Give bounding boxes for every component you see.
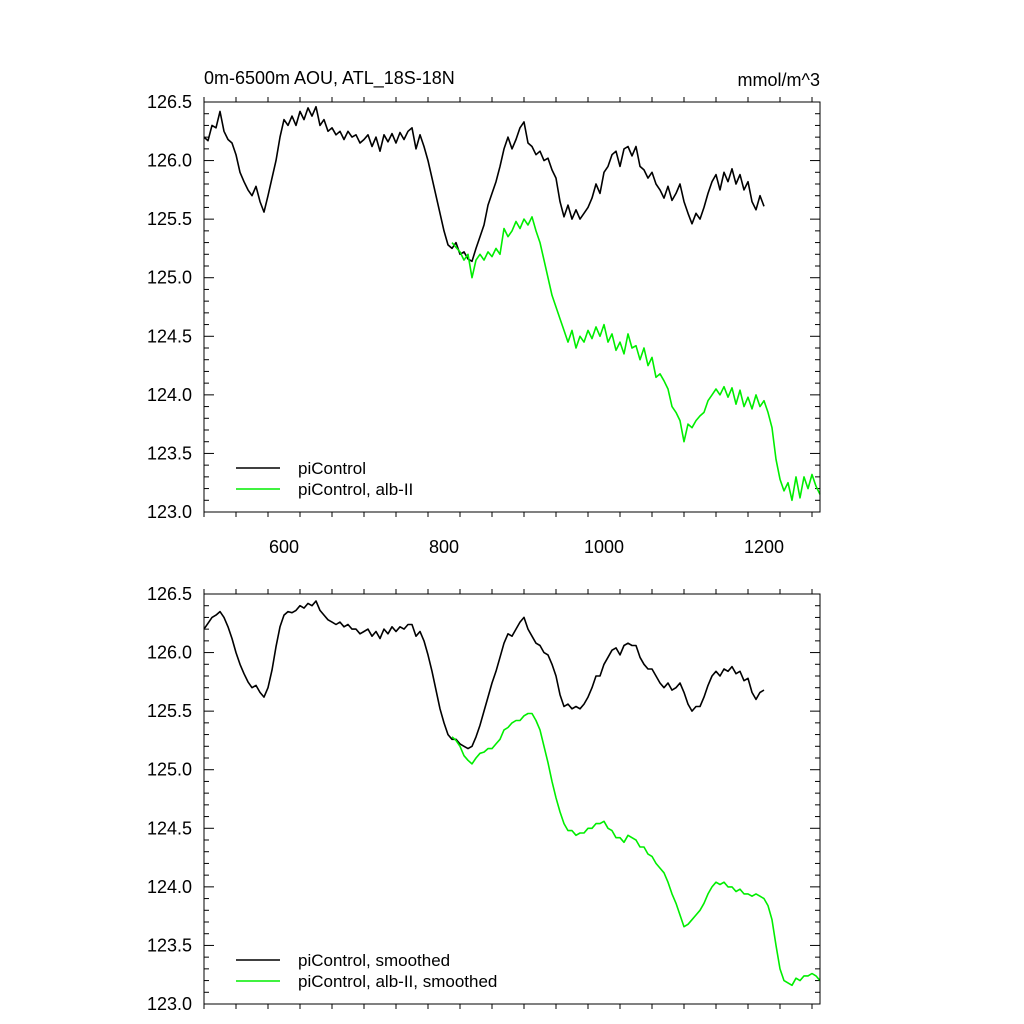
unit-label: mmol/m^3 (738, 70, 820, 90)
legend-label-1: piControl, smoothed (298, 951, 450, 970)
legend-label-1: piControl (298, 459, 366, 478)
series-lines (203, 105, 821, 502)
series-lines (203, 600, 821, 987)
axis-tick-labels: 123.0 123.5 124.0 124.5 125.0 125.5 126.0 126.5… (147, 92, 784, 557)
y-tick-label: 125.0 (147, 268, 192, 288)
y-tick-label: 123.0 (147, 994, 192, 1014)
bottom-panel: 123.0 123.5 124.0 124.5 125.0 125.5 126.0 126.5… (147, 584, 821, 1014)
y-tick-label: 124.0 (147, 385, 192, 405)
y-tick-label: 124.5 (147, 818, 192, 838)
y-tick-label: 126.5 (147, 92, 192, 112)
y-tick-label: 124.5 (147, 326, 192, 346)
x-tick-label: 1000 (584, 537, 624, 557)
y-tick-label: 123.0 (147, 502, 192, 522)
y-tick-label: 124.0 (147, 877, 192, 897)
y-tick-label: 126.5 (147, 584, 192, 604)
top-panel: 0m-6500m AOU, ATL_18S-18N mmol/m^3 123.0… (147, 68, 821, 557)
series-line-2 (451, 216, 821, 502)
legend-label-2: piControl, alb-II, smoothed (298, 972, 497, 991)
axis-ticks (203, 97, 820, 517)
chart-title: 0m-6500m AOU, ATL_18S-18N (204, 68, 455, 89)
series-line-2 (451, 712, 821, 987)
plot-frame (203, 101, 821, 513)
axis-tick-labels: 123.0 123.5 124.0 124.5 125.0 125.5 126.0 126.5 (147, 584, 192, 1014)
y-tick-label: 123.5 (147, 935, 192, 955)
x-tick-label: 600 (269, 537, 299, 557)
y-tick-label: 126.0 (147, 151, 192, 171)
x-tick-label: 1200 (744, 537, 784, 557)
series-line-1 (203, 105, 765, 263)
y-tick-label: 125.0 (147, 760, 192, 780)
legend-label-2: piControl, alb-II (298, 480, 413, 499)
legend: piControl, smoothed piControl, alb-II, sm… (236, 951, 497, 991)
legend: piControl piControl, alb-II (236, 459, 413, 499)
axis-ticks (203, 589, 820, 1009)
y-tick-label: 123.5 (147, 443, 192, 463)
series-line-1 (203, 600, 765, 750)
y-tick-label: 125.5 (147, 701, 192, 721)
x-tick-label: 800 (429, 537, 459, 557)
plot-frame (203, 593, 821, 1005)
y-tick-label: 126.0 (147, 643, 192, 663)
y-tick-label: 125.5 (147, 209, 192, 229)
